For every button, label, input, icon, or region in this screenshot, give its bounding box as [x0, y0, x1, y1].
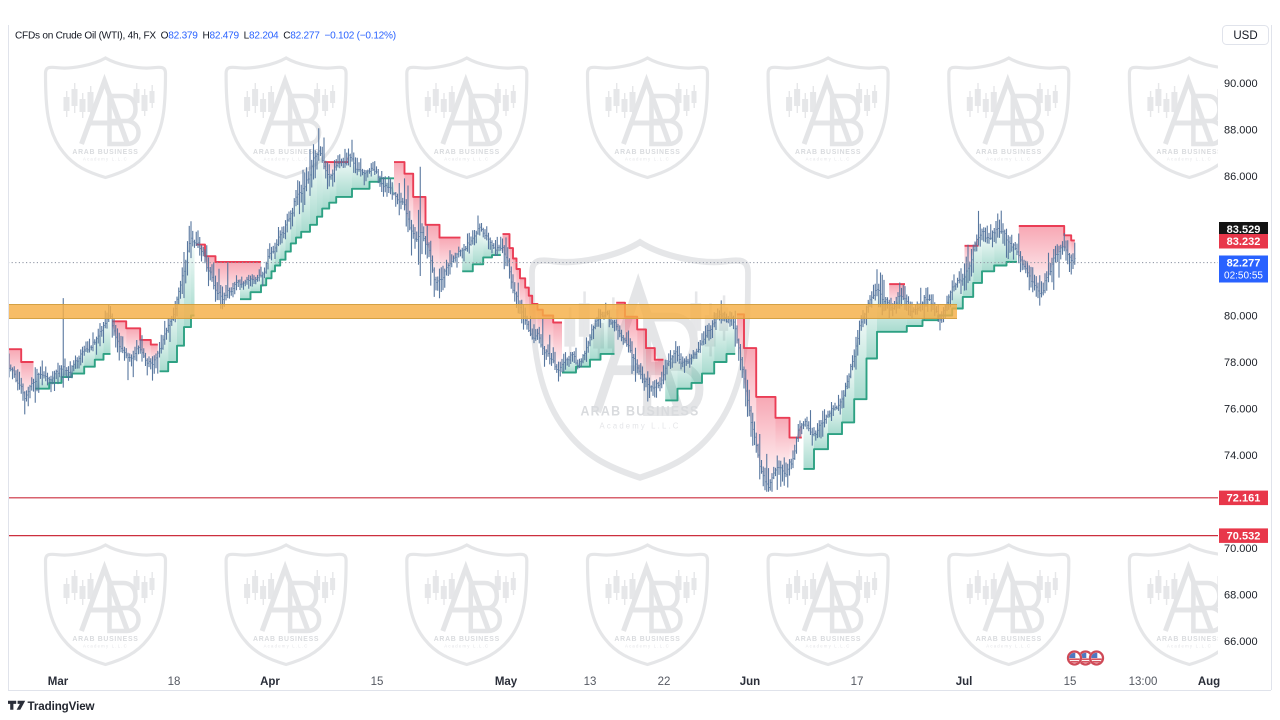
- svg-text:Jul: Jul: [956, 676, 973, 688]
- svg-text:83.529: 83.529: [1227, 224, 1261, 236]
- svg-text:02:50:55: 02:50:55: [1224, 271, 1263, 282]
- svg-text:May: May: [495, 676, 518, 688]
- svg-text:80.000: 80.000: [1224, 311, 1258, 323]
- svg-text:Apr: Apr: [260, 676, 280, 688]
- svg-text:78.000: 78.000: [1224, 357, 1258, 369]
- svg-text:66.000: 66.000: [1224, 636, 1258, 648]
- svg-text:76.000: 76.000: [1224, 404, 1258, 416]
- svg-text:17: 17: [851, 676, 864, 688]
- svg-text:TradingView: TradingView: [28, 700, 96, 713]
- svg-text:13:00: 13:00: [1129, 676, 1158, 688]
- svg-text:70.000: 70.000: [1224, 543, 1258, 555]
- svg-text:Mar: Mar: [48, 676, 69, 688]
- svg-text:90.000: 90.000: [1224, 78, 1258, 90]
- svg-text:15: 15: [371, 676, 384, 688]
- svg-text:72.161: 72.161: [1227, 493, 1261, 505]
- svg-text:USD: USD: [1233, 30, 1257, 42]
- svg-text:86.000: 86.000: [1224, 171, 1258, 183]
- svg-text:88.000: 88.000: [1224, 125, 1258, 137]
- svg-text:18: 18: [168, 676, 181, 688]
- svg-text:13: 13: [584, 676, 597, 688]
- svg-text:22: 22: [658, 676, 671, 688]
- svg-text:Aug: Aug: [1198, 676, 1220, 688]
- svg-text:83.232: 83.232: [1227, 236, 1261, 248]
- svg-text:82.277: 82.277: [1227, 258, 1261, 270]
- svg-text:68.000: 68.000: [1224, 590, 1258, 602]
- svg-text:70.532: 70.532: [1227, 530, 1261, 542]
- svg-text:74.000: 74.000: [1224, 450, 1258, 462]
- svg-text:Jun: Jun: [740, 676, 760, 688]
- svg-text:15: 15: [1064, 676, 1077, 688]
- svg-text:CFDs on Crude Oil (WTI), 4h, F: CFDs on Crude Oil (WTI), 4h, FX O82.379 …: [15, 31, 396, 42]
